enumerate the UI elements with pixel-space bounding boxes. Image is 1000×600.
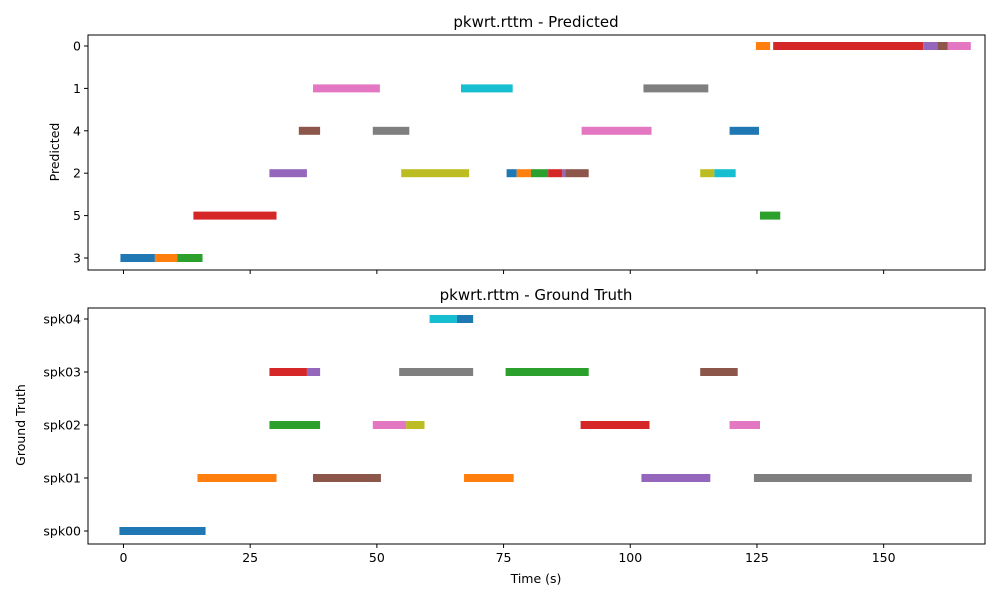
segment-bar bbox=[700, 169, 715, 178]
x-tick-label: 150 bbox=[872, 550, 896, 565]
y-tick-label: 5 bbox=[73, 208, 81, 223]
predicted-frame bbox=[87, 34, 986, 271]
segment-bar bbox=[298, 126, 321, 135]
segment-bar bbox=[516, 169, 531, 178]
segment-bar bbox=[947, 42, 971, 50]
predicted-ticks: 0 1 4 2 5 3 bbox=[73, 39, 885, 274]
segment-bar bbox=[565, 169, 589, 178]
segment-bar bbox=[306, 368, 321, 376]
segment-bar bbox=[700, 368, 738, 376]
ground-truth-ylabel: Ground Truth bbox=[13, 384, 28, 466]
segment-bar bbox=[643, 84, 709, 93]
segment-bar bbox=[119, 527, 206, 535]
segment-bar bbox=[937, 42, 948, 50]
segment-bar bbox=[399, 368, 474, 376]
segment-bar bbox=[464, 474, 514, 482]
segment-bar bbox=[313, 474, 381, 482]
segment-bar bbox=[773, 42, 924, 50]
segment-bar bbox=[269, 421, 321, 429]
segment-bar bbox=[193, 211, 277, 220]
y-tick-label: 4 bbox=[73, 123, 81, 138]
segment-bar bbox=[313, 84, 380, 93]
predicted-marks bbox=[120, 42, 971, 262]
segment-bar bbox=[759, 211, 781, 220]
segment-bar bbox=[548, 169, 563, 178]
segment-bar bbox=[372, 421, 407, 429]
ground-truth-title: pkwrt.rttm - Ground Truth bbox=[440, 286, 633, 304]
segment-bar bbox=[505, 368, 589, 376]
segment-bar bbox=[753, 474, 972, 482]
y-tick-label: spk04 bbox=[43, 312, 81, 327]
y-tick-label: 3 bbox=[73, 251, 81, 266]
ground-truth-panel: pkwrt.rttm - Ground Truth Ground Truth s… bbox=[13, 286, 986, 586]
y-tick-label: 2 bbox=[73, 166, 81, 181]
y-tick-label: 1 bbox=[73, 81, 81, 96]
segment-bar bbox=[641, 474, 711, 482]
ground-truth-frame bbox=[87, 307, 986, 545]
segment-bar bbox=[580, 421, 650, 429]
y-tick-label: spk02 bbox=[43, 418, 81, 433]
predicted-title: pkwrt.rttm - Predicted bbox=[453, 13, 618, 31]
segment-bar bbox=[506, 169, 517, 178]
segment-bar bbox=[460, 84, 513, 93]
segment-bar bbox=[562, 169, 566, 178]
predicted-ylabel: Predicted bbox=[47, 123, 62, 182]
segment-bar bbox=[714, 169, 736, 178]
segment-bar bbox=[429, 315, 457, 323]
segment-bar bbox=[755, 42, 771, 50]
segment-bar bbox=[729, 421, 760, 429]
segment-bar bbox=[269, 169, 307, 178]
ground-truth-marks bbox=[119, 315, 972, 535]
y-tick-label: 0 bbox=[73, 39, 81, 54]
x-tick-label: 100 bbox=[618, 550, 642, 565]
segment-bar bbox=[401, 169, 470, 178]
segment-bar bbox=[456, 315, 474, 323]
x-tick-label: 125 bbox=[745, 550, 769, 565]
y-tick-label: spk03 bbox=[43, 365, 81, 380]
x-tick-label: 25 bbox=[242, 550, 258, 565]
segment-bar bbox=[269, 368, 307, 376]
y-tick-label: spk01 bbox=[43, 471, 81, 486]
segment-bar bbox=[530, 169, 549, 178]
segment-bar bbox=[406, 421, 425, 429]
x-tick-label: 50 bbox=[369, 550, 385, 565]
x-tick-label: 75 bbox=[496, 550, 512, 565]
segment-bar bbox=[154, 254, 178, 262]
segment-bar bbox=[729, 126, 759, 135]
segment-bar bbox=[581, 126, 652, 135]
segment-bar bbox=[923, 42, 938, 50]
y-tick-label: spk00 bbox=[43, 524, 81, 539]
x-tick-label: 0 bbox=[119, 550, 127, 565]
x-axis-label: Time (s) bbox=[510, 571, 562, 586]
segment-bar bbox=[197, 474, 277, 482]
segment-bar bbox=[372, 126, 410, 135]
ground-truth-ticks: spk04 spk03 spk02 spk01 spk00 0 25 50 75 100 125 15… bbox=[43, 312, 895, 566]
segment-bar bbox=[177, 254, 203, 262]
segment-bar bbox=[120, 254, 155, 262]
predicted-panel: pkwrt.rttm - Predicted Predicted 0 1 4 2 5 3 bbox=[47, 13, 986, 274]
